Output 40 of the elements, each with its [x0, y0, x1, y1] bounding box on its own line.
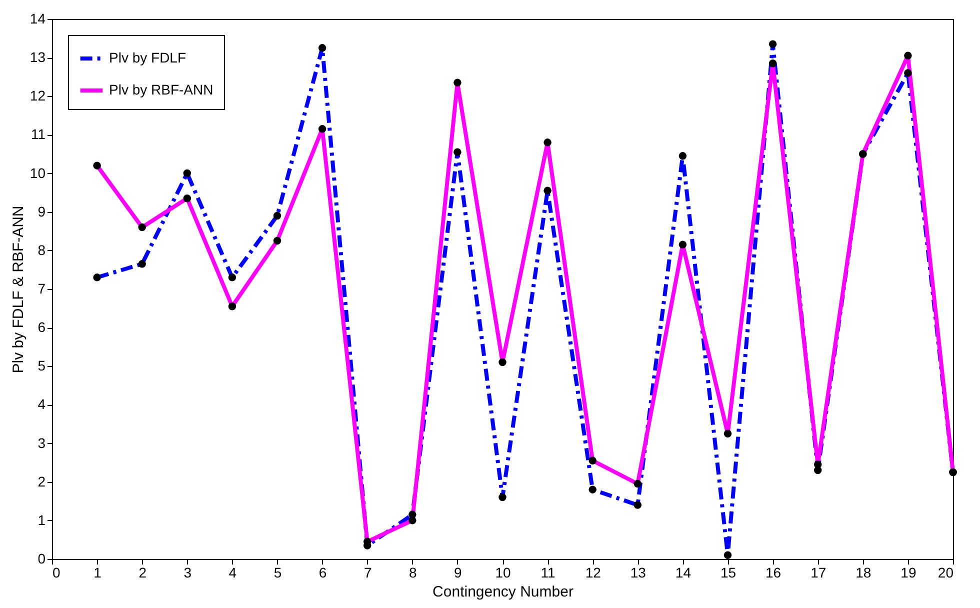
- y-tick-label: 14: [30, 10, 46, 26]
- y-tick-label: 1: [38, 512, 46, 528]
- y-tick-label: 3: [38, 434, 46, 451]
- x-tick-label: 20: [938, 564, 954, 580]
- x-tick-label: 5: [274, 564, 282, 580]
- y-tick-label: 10: [30, 164, 46, 181]
- x-tick-label: 1: [94, 564, 102, 580]
- x-tick-label: 10: [495, 564, 511, 580]
- y-tick-label: 11: [30, 126, 46, 142]
- x-tick-label: 4: [228, 564, 237, 580]
- x-tick-label: 9: [454, 564, 462, 580]
- x-tick-label: 16: [766, 564, 782, 580]
- y-tick-label: 2: [38, 473, 46, 490]
- y-tick-label: 0: [38, 550, 46, 566]
- y-tick-label: 6: [38, 319, 46, 336]
- x-tick-label: 7: [364, 564, 372, 580]
- x-tick-label: 6: [318, 564, 327, 580]
- x-tick-label: 11: [540, 564, 556, 580]
- y-tick-label: 13: [30, 49, 46, 66]
- legend-label: Plv by FDLF: [109, 50, 186, 66]
- x-tick-label: 13: [630, 564, 646, 580]
- y-tick-label: 5: [38, 358, 46, 374]
- x-tick-label: 18: [856, 564, 872, 580]
- x-tick-label: 8: [409, 564, 417, 580]
- y-tick-label: 7: [38, 280, 46, 296]
- x-tick-label: 3: [184, 564, 192, 580]
- x-tick-label: 0: [52, 564, 60, 580]
- y-tick-label: 4: [38, 396, 46, 412]
- x-axis-title: Contingency Number: [432, 584, 574, 600]
- x-tick-label: 19: [900, 564, 916, 580]
- y-tick-label: 9: [38, 203, 46, 220]
- x-tick-label: 14: [675, 564, 692, 580]
- x-tick-label: 12: [585, 564, 602, 580]
- x-tick-label: 17: [810, 564, 826, 580]
- legend-label: Plv by RBF-ANN: [109, 82, 214, 98]
- x-tick-label: 15: [720, 564, 736, 580]
- y-tick-label: 12: [30, 88, 46, 104]
- y-tick-label: 8: [38, 242, 46, 258]
- y-axis-title: Plv by FDLF & RBF-ANN: [10, 206, 27, 374]
- x-tick-label: 2: [138, 564, 147, 580]
